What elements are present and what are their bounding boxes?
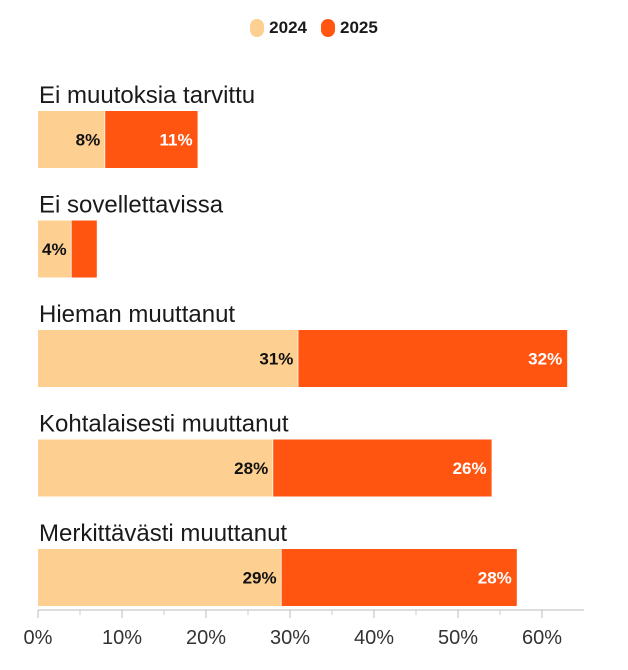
data-label-2025: 11%	[160, 131, 193, 150]
bar-2025	[298, 330, 568, 387]
x-tick-label: 10%	[102, 627, 142, 649]
data-label-2024: 8%	[76, 131, 101, 150]
bar-2024	[38, 220, 72, 278]
bar-2025	[281, 549, 517, 606]
data-label-2025: 28%	[478, 569, 512, 588]
bar-2025	[71, 220, 97, 278]
legend-item-2024: 2024	[250, 18, 307, 38]
x-tick-label: 20%	[186, 627, 226, 649]
bar-2025	[105, 111, 198, 168]
data-label-2025: 26%	[453, 459, 487, 478]
category-label: Ei sovellettavissa	[39, 192, 224, 219]
x-tick-label: 50%	[438, 627, 478, 649]
category-label: Ei muutoksia tarvittu	[39, 82, 255, 109]
legend-swatch-2025	[321, 19, 335, 37]
legend-label-2025: 2025	[340, 18, 378, 37]
data-label-2024: 29%	[243, 569, 277, 588]
x-tick-label: 40%	[354, 627, 394, 649]
bar-2024	[38, 111, 106, 168]
bar-2025	[273, 439, 492, 497]
data-label-2025: 32%	[528, 350, 562, 369]
category-label: Hieman muuttanut	[39, 301, 235, 328]
legend-swatch-2024	[250, 19, 265, 37]
category-label: Merkittävästi muuttanut	[39, 520, 287, 547]
legend-label-2024: 2024	[269, 18, 307, 37]
bar-2024	[38, 439, 274, 497]
category-label: Kohtalaisesti muuttanut	[39, 411, 289, 438]
data-label-2024: 31%	[259, 350, 293, 369]
legend: 2024 2025	[0, 18, 628, 38]
legend-item-2025: 2025	[321, 18, 378, 38]
x-tick-label: 0%	[24, 627, 53, 649]
data-label-2024: 28%	[234, 459, 268, 478]
bar-2024	[38, 330, 299, 387]
x-tick-label: 30%	[270, 627, 310, 649]
bar-2024	[38, 549, 282, 606]
x-tick-label: 60%	[522, 627, 562, 649]
data-label-2024: 4%	[42, 240, 67, 259]
